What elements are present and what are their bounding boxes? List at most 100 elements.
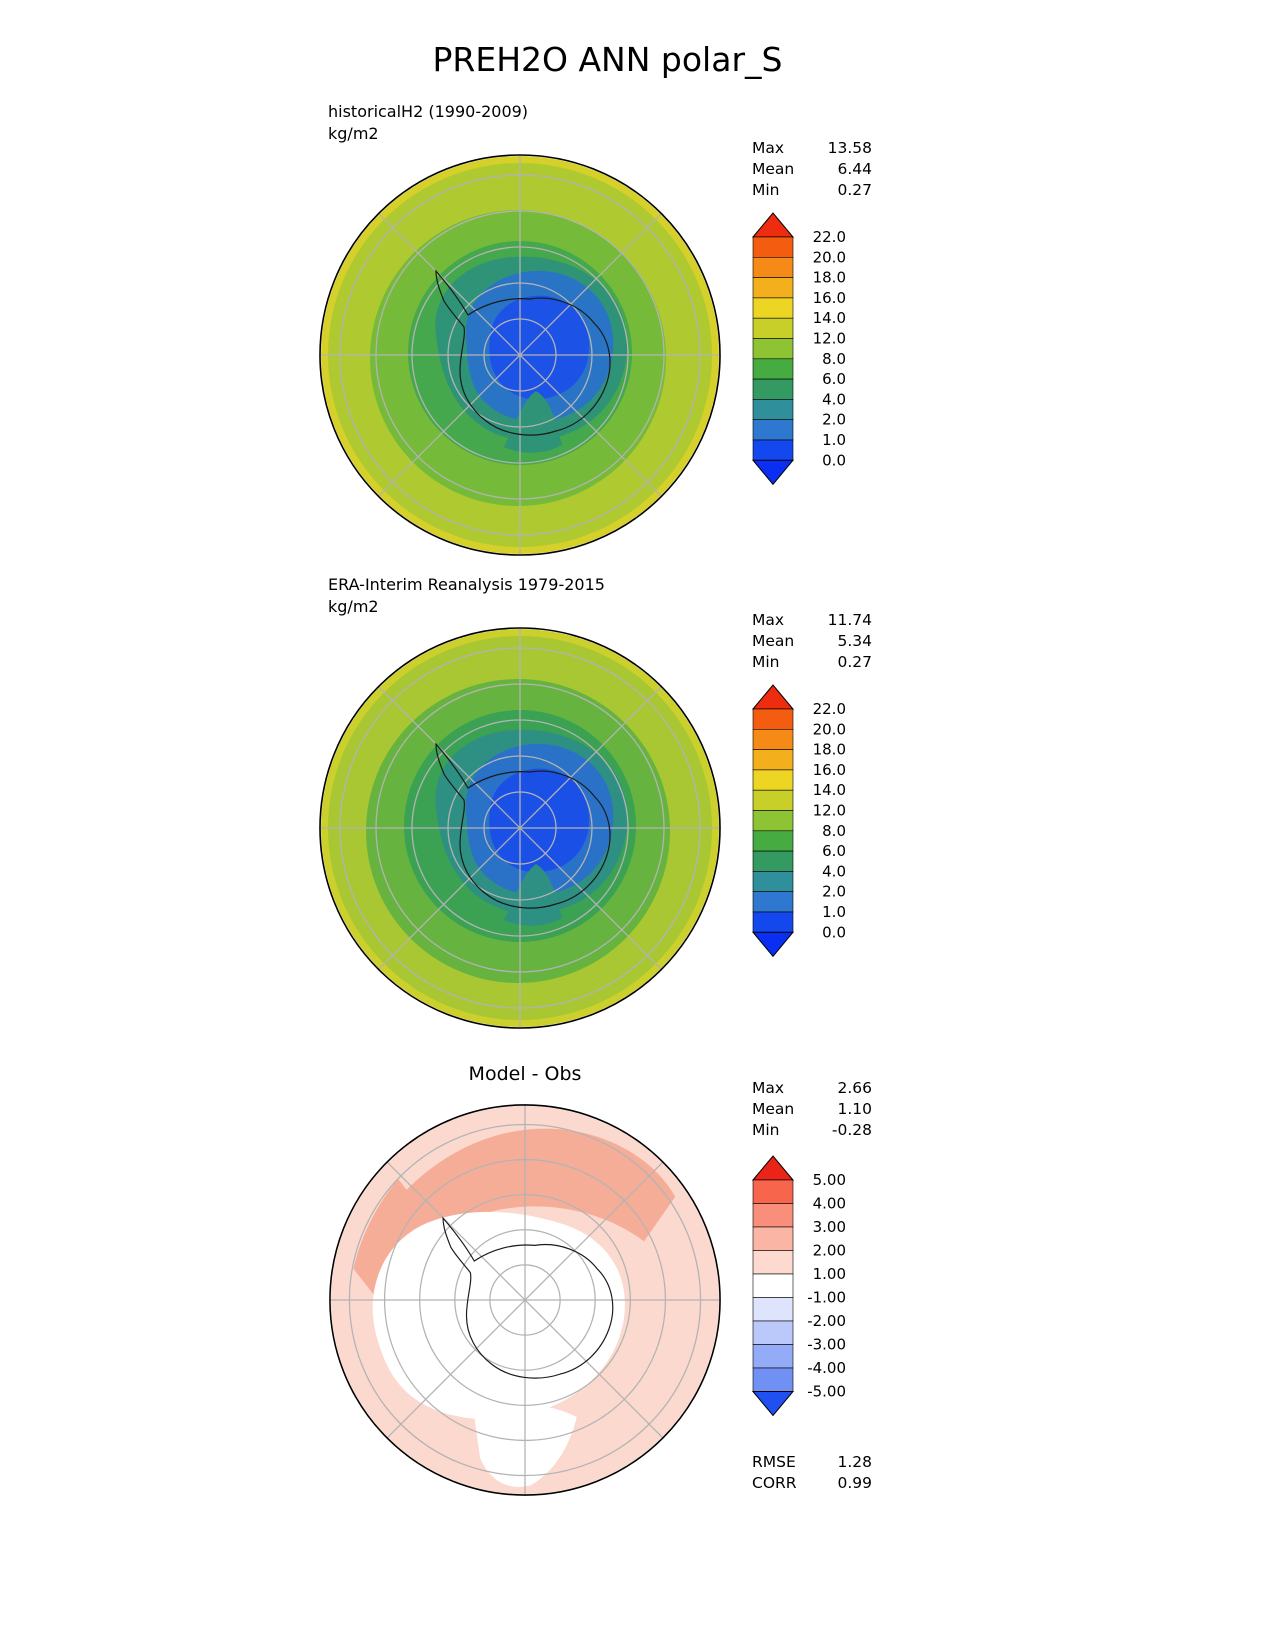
page-title: PREH2O ANN polar_S: [432, 40, 783, 79]
colorbar-tick-label: 22.0: [813, 700, 846, 718]
stat-row: Mean 5.34: [752, 631, 872, 652]
map-border: [319, 154, 721, 556]
colorbar-segment: [752, 1226, 794, 1251]
panel2-title: ERA-Interim Reanalysis 1979-2015: [328, 575, 605, 594]
panel1-label: historicalH2 (1990-2009) kg/m2: [328, 101, 528, 145]
colorbar-tick-label: 14.0: [813, 781, 846, 799]
stat-label: Mean: [752, 1100, 795, 1118]
colorbar-segment: [752, 338, 794, 360]
colorbar-bottom-arrow: [752, 459, 795, 486]
diff-band-2-3-top: [382, 1128, 676, 1242]
stat-row: RMSE 1.28: [752, 1452, 872, 1473]
colorbar-bottom-arrow: [752, 931, 795, 958]
stat-value: 2.66: [837, 1079, 872, 1097]
stat-label: Min: [752, 181, 780, 199]
colorbar-segment: [752, 1344, 794, 1369]
stat-value: 0.27: [837, 653, 872, 671]
colorbar-tick-label: 4.0: [822, 390, 846, 408]
colorbar-tick-label: 6.0: [822, 370, 846, 388]
colorbar-segment: [752, 830, 794, 852]
colorbar-historical: 22.0 20.0 18.0 16.0 14.0 12.0 8.0 6.0 4.0 2.0 1.0 0…: [752, 212, 852, 489]
graticule-line: [378, 686, 662, 970]
panel1-title: historicalH2 (1990-2009): [328, 102, 529, 121]
polar-map-era-interim: [319, 627, 721, 1029]
antarctica-coastline: [442, 1216, 614, 1379]
colorbar-segment: [752, 810, 794, 832]
panel3-stats: Max 2.66 Mean 1.10 Min -0.28: [752, 1078, 872, 1141]
stat-label: Max: [752, 139, 785, 157]
colorbar-tick-label: 3.00: [813, 1218, 846, 1236]
panel2-label: ERA-Interim Reanalysis 1979-2015 kg/m2: [328, 574, 605, 618]
stat-value: 13.58: [827, 139, 872, 157]
stat-row: Max 11.74: [752, 610, 872, 631]
colorbar-segment: [752, 728, 794, 750]
graticule: [320, 155, 720, 555]
colorbar-tick-label: -1.00: [807, 1289, 846, 1307]
colorbar-tick-label: 18.0: [813, 741, 846, 759]
colorbar-segment: [752, 789, 794, 811]
colorbar-segment: [752, 1273, 794, 1298]
panel1-units: kg/m2: [328, 124, 379, 143]
colorbar-tick-label: -3.00: [807, 1336, 846, 1354]
colorbar-tick-label: 4.0: [822, 862, 846, 880]
graticule: [329, 1104, 721, 1496]
antarctica-coastline: [435, 269, 611, 436]
graticule-line: [378, 213, 662, 497]
stat-value: 0.27: [837, 181, 872, 199]
colorbar-tick-label: -4.00: [807, 1359, 846, 1377]
stat-label: Mean: [752, 160, 795, 178]
colorbar-svg: 22.0 20.0 18.0 16.0 14.0 12.0 8.0 6.0 4.0 2.0 1.0 0…: [752, 212, 846, 486]
colorbar-segment: [752, 749, 794, 771]
colorbar-segment: [752, 850, 794, 872]
stat-value: 5.34: [837, 632, 872, 650]
colorbar-era-interim: 22.0 20.0 18.0 16.0 14.0 12.0 8.0 6.0 4.0 2.0 1.0 0…: [752, 684, 852, 961]
polar-map-difference: [329, 1104, 721, 1496]
colorbar-tick-label: 8.0: [822, 350, 846, 368]
colorbar-difference: 5.00 4.00 3.00 2.00 1.00 -1.00 -2.00 -3.00 -4.00…: [752, 1155, 852, 1421]
colorbar-tick-label: 14.0: [813, 309, 846, 327]
colorbar-tick-label: 6.0: [822, 842, 846, 860]
antarctica-coastline: [435, 742, 611, 909]
colorbar-tick-label: 20.0: [813, 248, 846, 266]
colorbar-tick-label: -2.00: [807, 1312, 846, 1330]
stat-row: Min 0.27: [752, 180, 872, 201]
colorbar-segment: [752, 297, 794, 319]
colorbar-top-arrow: [752, 1155, 795, 1181]
stat-row: CORR 0.99: [752, 1473, 872, 1494]
colorbar-segment: [752, 419, 794, 441]
stat-value: 1.10: [837, 1100, 872, 1118]
panel2-units: kg/m2: [328, 597, 379, 616]
colorbar-tick-label: 1.0: [822, 903, 846, 921]
stat-row: Min -0.28: [752, 1120, 872, 1141]
colorbar-tick-label: 18.0: [813, 269, 846, 287]
colorbar-segment: [752, 871, 794, 892]
colorbar-svg: 22.0 20.0 18.0 16.0 14.0 12.0 8.0 6.0 4.0 2.0 1.0 0…: [752, 684, 846, 958]
colorbar-segment: [752, 236, 794, 258]
colorbar-tick-label: 12.0: [813, 802, 846, 820]
colorbar-tick-label: 2.0: [822, 883, 846, 901]
stat-row: Mean 1.10: [752, 1099, 872, 1120]
stat-value: 6.44: [837, 160, 872, 178]
colorbar-tick-label: 22.0: [813, 228, 846, 246]
colorbar-tick-label: 1.0: [822, 431, 846, 449]
panel1-stats: Max 13.58 Mean 6.44 Min 0.27: [752, 138, 872, 201]
colorbar-tick-label: 12.0: [813, 330, 846, 348]
contour-tongue: [504, 864, 562, 926]
colorbar-tick-label: -5.00: [807, 1383, 846, 1401]
map-border: [319, 627, 721, 1029]
colorbar-svg: 5.00 4.00 3.00 2.00 1.00 -1.00 -2.00 -3.00 -4.00…: [752, 1155, 846, 1417]
colorbar-segment: [752, 1250, 794, 1275]
colorbar-top-arrow: [752, 212, 795, 238]
contour-band-0-1: [489, 295, 590, 400]
colorbar-segment: [752, 277, 794, 299]
colorbar-tick-label: 16.0: [813, 289, 846, 307]
colorbar-segment: [752, 1179, 794, 1204]
colorbar-tick-label: 8.0: [822, 822, 846, 840]
stat-value: 1.28: [837, 1453, 872, 1471]
contour-tongue: [504, 391, 562, 453]
graticule-line: [386, 1161, 664, 1439]
stat-label: Max: [752, 1079, 785, 1097]
colorbar-segment: [752, 1367, 794, 1392]
colorbar-segment: [752, 256, 794, 278]
